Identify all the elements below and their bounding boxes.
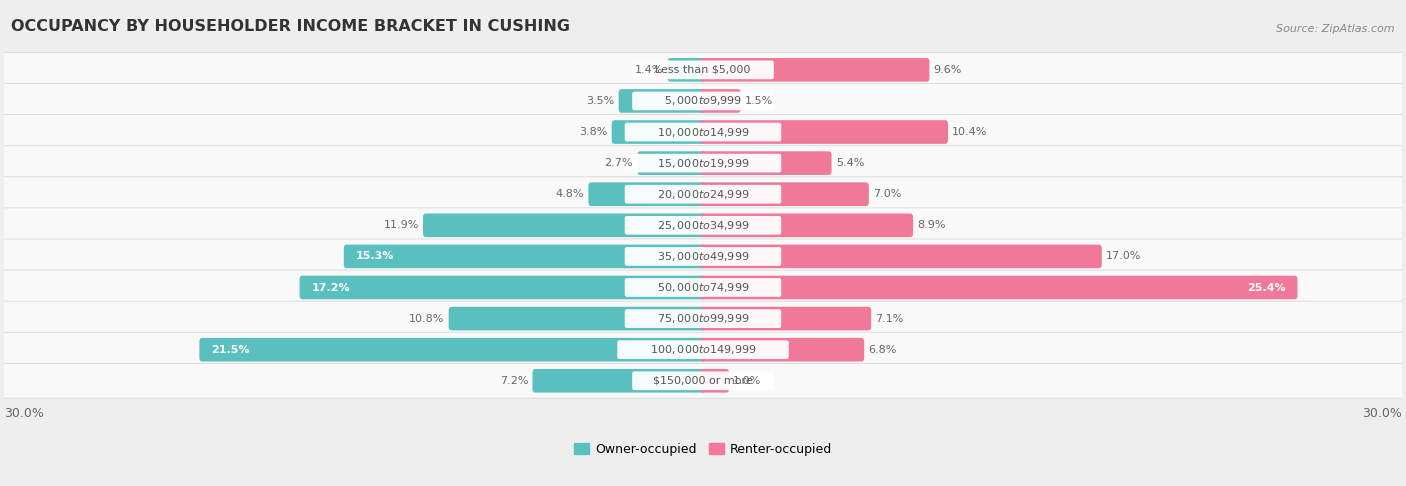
Text: $100,000 to $149,999: $100,000 to $149,999	[650, 343, 756, 356]
FancyBboxPatch shape	[624, 154, 782, 173]
FancyBboxPatch shape	[0, 84, 1406, 119]
FancyBboxPatch shape	[624, 185, 782, 204]
FancyBboxPatch shape	[0, 115, 1406, 150]
Text: $10,000 to $14,999: $10,000 to $14,999	[657, 125, 749, 139]
FancyBboxPatch shape	[700, 58, 929, 82]
FancyBboxPatch shape	[0, 208, 1406, 243]
FancyBboxPatch shape	[423, 213, 706, 237]
FancyBboxPatch shape	[0, 364, 1406, 398]
Text: 8.9%: 8.9%	[917, 220, 946, 230]
FancyBboxPatch shape	[0, 52, 1406, 87]
Text: 15.3%: 15.3%	[356, 251, 394, 261]
Text: 7.0%: 7.0%	[873, 189, 901, 199]
FancyBboxPatch shape	[619, 89, 706, 113]
Text: 7.1%: 7.1%	[876, 313, 904, 324]
Text: 25.4%: 25.4%	[1247, 282, 1285, 293]
FancyBboxPatch shape	[624, 216, 782, 235]
FancyBboxPatch shape	[637, 151, 706, 175]
FancyBboxPatch shape	[700, 307, 872, 330]
Text: 7.2%: 7.2%	[499, 376, 529, 386]
Text: 30.0%: 30.0%	[4, 407, 44, 420]
FancyBboxPatch shape	[449, 307, 706, 330]
Text: Source: ZipAtlas.com: Source: ZipAtlas.com	[1277, 24, 1395, 34]
FancyBboxPatch shape	[0, 270, 1406, 305]
Text: 10.4%: 10.4%	[952, 127, 987, 137]
FancyBboxPatch shape	[700, 182, 869, 206]
Text: 9.6%: 9.6%	[934, 65, 962, 75]
FancyBboxPatch shape	[612, 120, 706, 144]
FancyBboxPatch shape	[0, 332, 1406, 367]
FancyBboxPatch shape	[0, 301, 1406, 336]
FancyBboxPatch shape	[533, 369, 706, 393]
FancyBboxPatch shape	[617, 340, 789, 359]
Text: 5.4%: 5.4%	[835, 158, 865, 168]
FancyBboxPatch shape	[200, 338, 706, 362]
Text: 1.5%: 1.5%	[745, 96, 773, 106]
FancyBboxPatch shape	[700, 338, 865, 362]
FancyBboxPatch shape	[700, 213, 912, 237]
FancyBboxPatch shape	[0, 239, 1406, 274]
Text: $50,000 to $74,999: $50,000 to $74,999	[657, 281, 749, 294]
Text: $5,000 to $9,999: $5,000 to $9,999	[664, 94, 742, 107]
Legend: Owner-occupied, Renter-occupied: Owner-occupied, Renter-occupied	[568, 438, 838, 461]
Text: $35,000 to $49,999: $35,000 to $49,999	[657, 250, 749, 263]
FancyBboxPatch shape	[624, 278, 782, 297]
Text: 17.2%: 17.2%	[312, 282, 350, 293]
Text: Less than $5,000: Less than $5,000	[655, 65, 751, 75]
Text: $25,000 to $34,999: $25,000 to $34,999	[657, 219, 749, 232]
Text: OCCUPANCY BY HOUSEHOLDER INCOME BRACKET IN CUSHING: OCCUPANCY BY HOUSEHOLDER INCOME BRACKET …	[11, 19, 571, 34]
FancyBboxPatch shape	[633, 60, 773, 79]
FancyBboxPatch shape	[700, 276, 1298, 299]
Text: 3.8%: 3.8%	[579, 127, 607, 137]
FancyBboxPatch shape	[624, 247, 782, 266]
FancyBboxPatch shape	[624, 122, 782, 141]
Text: $15,000 to $19,999: $15,000 to $19,999	[657, 156, 749, 170]
Text: $150,000 or more: $150,000 or more	[654, 376, 752, 386]
Text: 3.5%: 3.5%	[586, 96, 614, 106]
FancyBboxPatch shape	[700, 244, 1102, 268]
FancyBboxPatch shape	[700, 89, 741, 113]
FancyBboxPatch shape	[700, 151, 831, 175]
Text: 1.4%: 1.4%	[636, 65, 664, 75]
Text: 4.8%: 4.8%	[555, 189, 585, 199]
Text: 10.8%: 10.8%	[409, 313, 444, 324]
FancyBboxPatch shape	[668, 58, 706, 82]
Text: 2.7%: 2.7%	[605, 158, 633, 168]
FancyBboxPatch shape	[633, 371, 773, 390]
FancyBboxPatch shape	[700, 369, 730, 393]
FancyBboxPatch shape	[588, 182, 706, 206]
Text: 21.5%: 21.5%	[211, 345, 250, 355]
FancyBboxPatch shape	[633, 91, 773, 110]
FancyBboxPatch shape	[0, 177, 1406, 211]
FancyBboxPatch shape	[624, 309, 782, 328]
FancyBboxPatch shape	[0, 146, 1406, 180]
Text: $75,000 to $99,999: $75,000 to $99,999	[657, 312, 749, 325]
Text: 30.0%: 30.0%	[1362, 407, 1402, 420]
Text: 6.8%: 6.8%	[869, 345, 897, 355]
Text: 11.9%: 11.9%	[384, 220, 419, 230]
Text: 17.0%: 17.0%	[1107, 251, 1142, 261]
FancyBboxPatch shape	[700, 120, 948, 144]
Text: $20,000 to $24,999: $20,000 to $24,999	[657, 188, 749, 201]
Text: 1.0%: 1.0%	[734, 376, 762, 386]
FancyBboxPatch shape	[299, 276, 706, 299]
FancyBboxPatch shape	[344, 244, 706, 268]
